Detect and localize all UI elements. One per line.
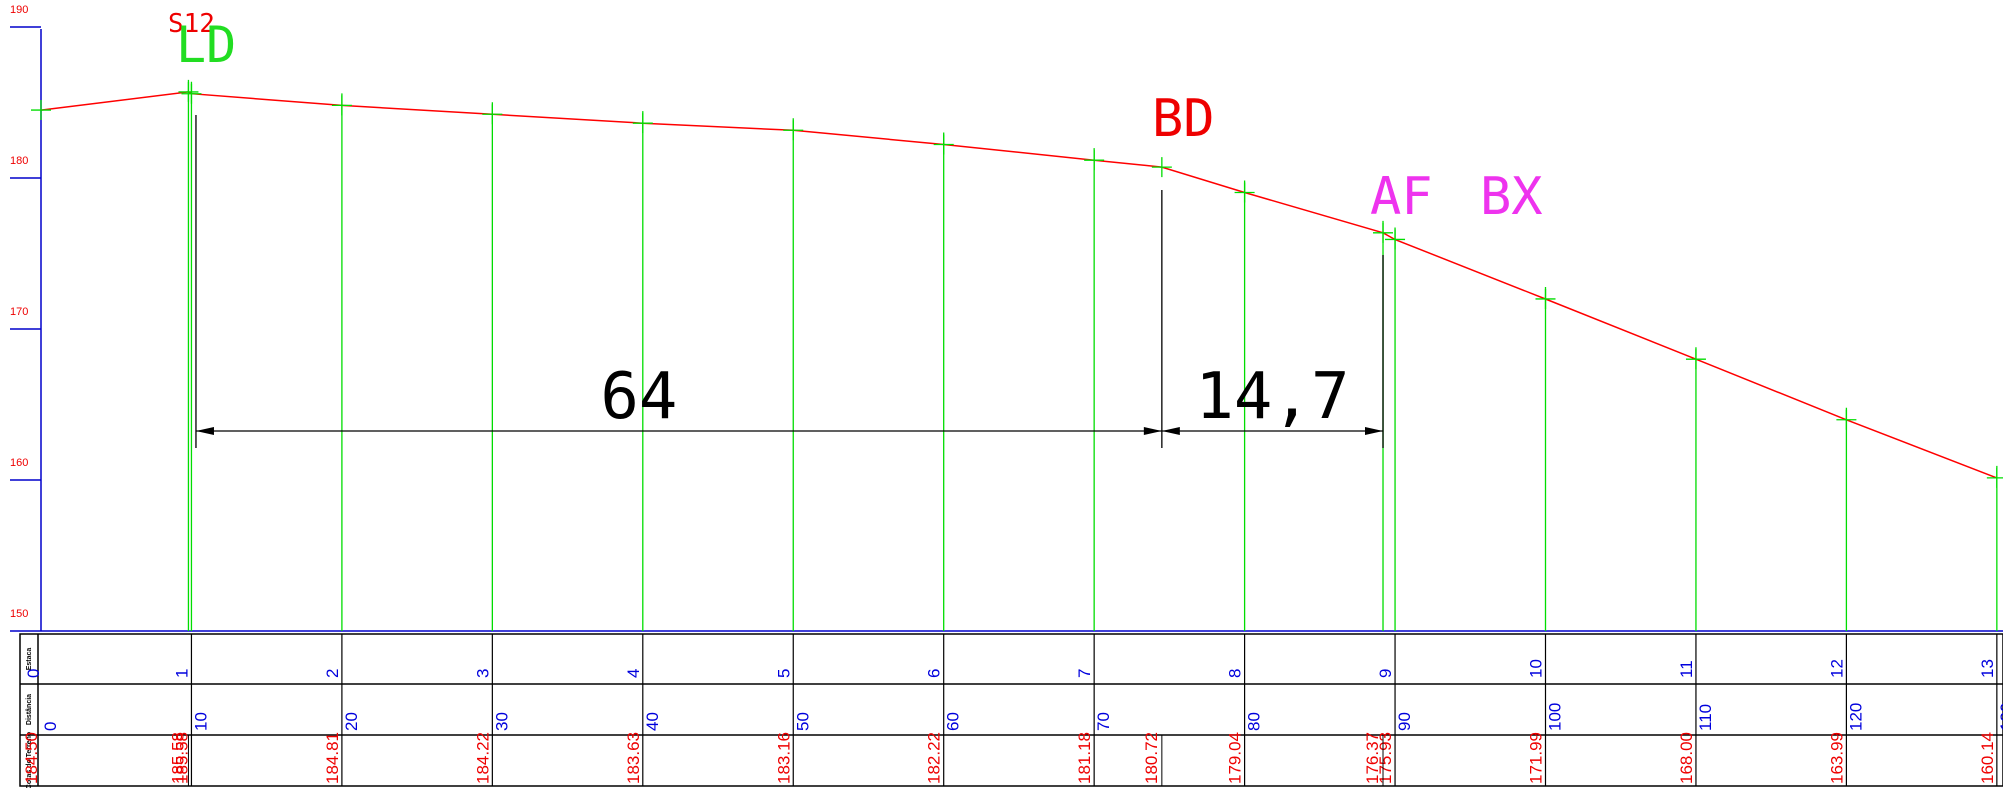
elevation-axis: 190 180 170 160 150 [10, 4, 2003, 632]
distancia-label: 100 [1546, 703, 1565, 731]
estaca-label: 13 [1978, 659, 1997, 678]
profile-point-cross [331, 95, 352, 116]
profile-point-cross [1836, 409, 1857, 430]
table-row-label: Estaca [26, 648, 33, 671]
estaca-label: 12 [1827, 659, 1846, 678]
cota-label: 183.63 [624, 732, 643, 784]
extra-cota-label: 176.37 [1363, 732, 1382, 784]
estaca-label: 4 [624, 669, 643, 678]
table-frame [19, 633, 2003, 787]
cota-label: 182.22 [925, 732, 944, 784]
profile-point-cross [1151, 157, 1172, 178]
distancia-label: 130 [1997, 703, 2003, 731]
estaca-label: 11 [1677, 660, 1696, 678]
cota-label: 184.50 [22, 732, 41, 784]
profile-point-cross [933, 134, 954, 155]
cota-label: 171.99 [1527, 732, 1546, 784]
profile-point-cross [1685, 349, 1706, 370]
elevation-tick-label: 150 [10, 608, 28, 620]
distancia-label: 0 [41, 722, 60, 731]
dimension-lines: 64 14,7 [195, 115, 1384, 448]
af-label: AF [1370, 167, 1433, 227]
distancia-label: 120 [1846, 703, 1865, 731]
cota-label: 175.93 [1376, 732, 1395, 784]
ld-label: LD [176, 16, 236, 74]
distancia-label: 60 [944, 712, 963, 731]
dimension-arrow [1365, 427, 1384, 435]
elevation-tick-label: 190 [10, 4, 28, 16]
profile-line [40, 91, 1998, 479]
s12-label: S12 [168, 9, 215, 39]
cota-label: 181.18 [1075, 732, 1094, 784]
profile-point-cross [1373, 222, 1394, 243]
cota-label: 184.22 [473, 732, 492, 784]
profile-point-cross [1385, 229, 1406, 250]
estaca-label: 1 [172, 669, 191, 678]
estaca-label: 8 [1226, 669, 1245, 678]
profile-point-cross [1234, 182, 1255, 203]
elevation-tick-label: 180 [10, 155, 28, 167]
profile-point-cross [1084, 150, 1105, 171]
estaca-label: 7 [1075, 669, 1094, 678]
dimension-value: 64 [600, 360, 677, 434]
extra-cota-label: 180.72 [1142, 732, 1161, 784]
cota-label: 160.14 [1978, 732, 1997, 784]
profile-point-cross [482, 104, 503, 125]
elevation-tick-label: 170 [10, 306, 28, 318]
estaca-label: 9 [1376, 669, 1395, 678]
distancia-label: 40 [643, 712, 662, 731]
profile-point-cross [1986, 467, 2003, 488]
estaca-label: 2 [323, 669, 342, 678]
distancia-label: 10 [191, 712, 210, 731]
dimension-arrow [1161, 427, 1180, 435]
cota-label: 168.00 [1677, 732, 1696, 784]
estaca-label: 0 [24, 669, 43, 678]
distancia-label: 90 [1395, 712, 1414, 731]
bx-label: BX [1480, 167, 1543, 227]
elevation-tick-label: 160 [10, 457, 28, 469]
dimension-arrow [1143, 427, 1162, 435]
table-row-label: Cotas do Terreno [26, 732, 33, 788]
profile-point-cross [632, 113, 653, 134]
profile-point-cross [181, 83, 202, 104]
cota-label: 179.04 [1226, 732, 1245, 784]
dimension-value: 14,7 [1195, 360, 1349, 434]
cota-label: 185.58 [172, 732, 191, 784]
cota-label: 163.99 [1827, 732, 1846, 784]
distancia-label: 110 [1696, 704, 1715, 731]
profile-point-cross [1535, 288, 1556, 309]
profile-point-cross [783, 120, 804, 141]
distancia-label: 70 [1094, 712, 1113, 731]
estaca-label: 6 [925, 669, 944, 678]
cota-label: 183.16 [774, 732, 793, 784]
terrain-profile [31, 81, 2003, 488]
distancia-label: 30 [492, 712, 511, 731]
estaca-label: 3 [473, 669, 492, 678]
estaca-label: 10 [1527, 659, 1546, 678]
table-row-label: Distância [26, 694, 33, 725]
estaca-label: 5 [774, 669, 793, 678]
distancia-label: 50 [793, 712, 812, 731]
point-labels: S12 LD BD AF BX [168, 9, 1543, 227]
dimension-arrow [195, 427, 214, 435]
profile-point-cross [178, 81, 199, 102]
bd-label: BD [1152, 89, 1215, 149]
extra-cota-label: 185.58 [168, 732, 187, 784]
cota-label: 184.81 [323, 732, 342, 784]
distancia-label: 80 [1245, 712, 1264, 731]
distancia-label: 20 [342, 712, 361, 731]
station-verticals [187, 79, 1998, 631]
profile-point-cross [31, 100, 51, 121]
